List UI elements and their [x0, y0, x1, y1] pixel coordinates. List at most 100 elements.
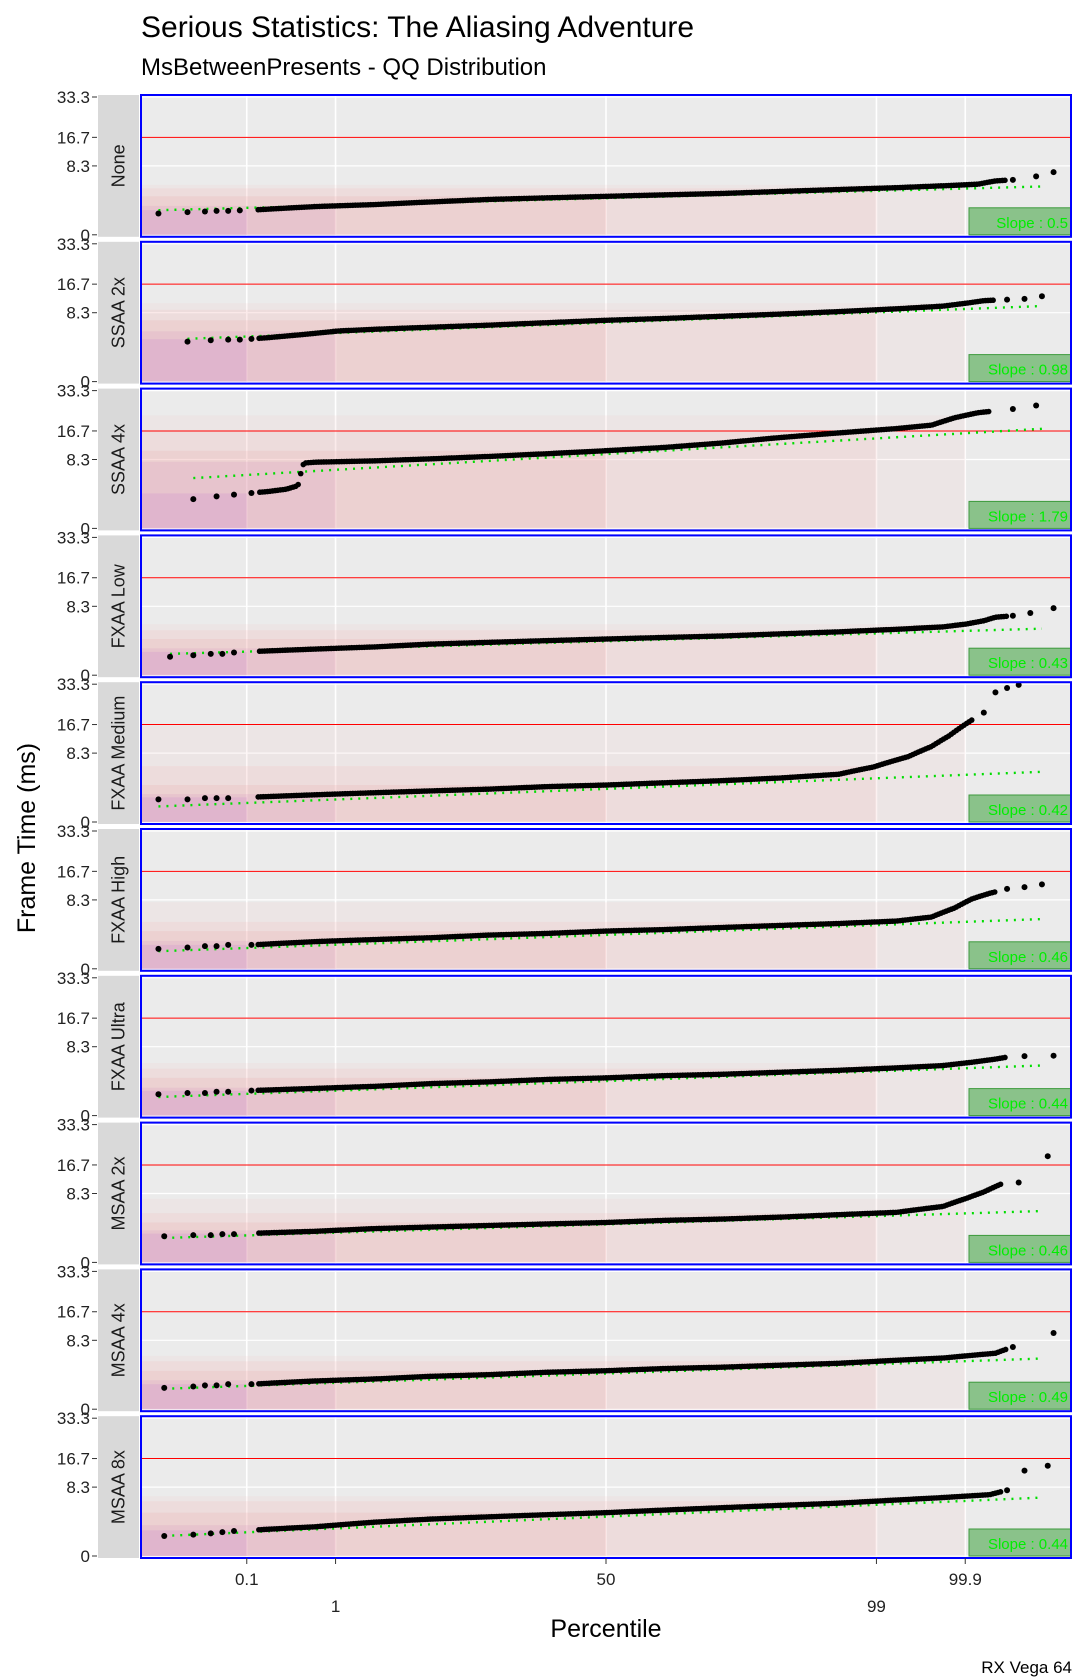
qq-point: [1002, 1346, 1009, 1353]
qq-point: [213, 493, 220, 500]
qq-point: [225, 1088, 232, 1095]
facet-panel: Slope : 0.49 MSAA 4x 0 8.3 16.7 33.3: [57, 1262, 1072, 1419]
y-tick-label: 0: [81, 960, 90, 979]
panel-border: [140, 681, 1072, 826]
panel-border: [140, 94, 1072, 238]
y-tick-label: 16.7: [57, 1450, 90, 1469]
x-tick-label: 0.1: [235, 1570, 259, 1589]
facet-panels: Slope : 0.5 None 0 8.3 16.7 33.3 Slope : 0.98 S…: [57, 88, 1072, 1566]
qq-point: [190, 1383, 197, 1390]
facet-strip: [98, 388, 139, 531]
qq-point: [248, 1087, 255, 1094]
panel-border: [140, 240, 1072, 385]
facet-label: FXAA High: [109, 856, 129, 944]
percentile-band: [141, 1230, 336, 1263]
y-tick-label: 16.7: [57, 1009, 90, 1028]
qq-point: [1004, 1487, 1011, 1494]
qq-point: [225, 207, 232, 214]
qq-point: [1033, 402, 1040, 409]
slope-label: Slope : 0.44: [988, 1536, 1068, 1553]
facet-label: MSAA 8x: [109, 1450, 129, 1524]
qq-point: [1027, 609, 1034, 616]
qq-point: [248, 335, 255, 342]
y-tick-label: 8.3: [66, 157, 90, 176]
qq-point: [213, 943, 220, 950]
slope-label-box: [968, 207, 1072, 236]
qq-point: [1038, 293, 1045, 300]
y-tick-label: 33.3: [57, 969, 90, 988]
facet-panel: Slope : 1.79 SSAA 4x 0 8.3 16.7 33.3: [57, 382, 1072, 538]
qq-point: [1033, 173, 1040, 180]
qq-point: [231, 1231, 237, 1238]
chart-title: Serious Statistics: The Aliasing Adventu…: [141, 11, 694, 44]
qq-point: [1021, 1467, 1028, 1474]
facet-strip: [98, 1269, 139, 1412]
facet-label: FXAA Low: [109, 563, 129, 648]
percentile-band: [141, 303, 966, 382]
qq-point: [213, 795, 220, 802]
qq-point: [297, 470, 304, 477]
y-tick-label: 33.3: [57, 528, 90, 547]
slope-label: Slope : 0.46: [988, 949, 1068, 966]
qq-point: [1009, 1343, 1016, 1350]
qq-point: [295, 481, 301, 488]
slope-label: Slope : 0.98: [988, 362, 1068, 379]
y-tick-label: 33.3: [57, 88, 90, 107]
y-axis-title: Frame Time (ms): [13, 743, 41, 933]
qq-point: [190, 652, 197, 659]
y-tick-label: 8.3: [66, 1331, 90, 1350]
qq-point: [231, 649, 237, 656]
qq-line: [187, 304, 1042, 340]
facet-panel: Slope : 0.46 FXAA High 0 8.3 16.7 33.3: [57, 822, 1072, 979]
qq-point: [207, 650, 214, 657]
panel-border: [140, 1121, 1072, 1266]
qq-point: [155, 210, 162, 217]
qq-point: [225, 336, 232, 343]
y-tick-label: 16.7: [57, 716, 90, 735]
percentile-band: [141, 1213, 877, 1263]
facet-label: None: [109, 144, 129, 187]
y-tick-label: 16.7: [57, 275, 90, 294]
qq-point: [207, 1232, 214, 1239]
qq-point: [997, 1181, 1004, 1188]
slope-label-box: [968, 500, 1072, 529]
qq-point: [1009, 406, 1016, 413]
y-tick-label: 8.3: [66, 451, 90, 470]
panel-border: [140, 387, 1072, 532]
qq-point: [161, 1233, 168, 1240]
y-tick-label: 16.7: [57, 422, 90, 441]
qq-point: [201, 943, 208, 950]
qq-point: [213, 1382, 220, 1389]
qq-point: [1038, 881, 1045, 888]
qq-point: [184, 1089, 191, 1096]
slope-label: Slope : 0.44: [988, 1096, 1068, 1113]
facet-label: MSAA 2x: [109, 1156, 129, 1230]
y-tick-label: 8.3: [66, 1038, 90, 1057]
qq-point: [155, 945, 162, 952]
qq-point: [207, 1530, 214, 1537]
qq-points: [161, 1462, 1051, 1540]
y-tick-label: 8.3: [66, 1478, 90, 1497]
qq-point: [248, 941, 255, 948]
facet-panel: Slope : 0.44 MSAA 8x 0 8.3 16.7 33.3: [57, 1409, 1072, 1566]
facet-panel: Slope : 0.42 FXAA Medium 0 8.3 16.7 33.3: [57, 675, 1072, 832]
facet-strip: [98, 95, 139, 237]
qq-point: [190, 1531, 197, 1538]
panel-border: [140, 534, 1072, 679]
y-tick-label: 33.3: [57, 1262, 90, 1281]
qq-point: [190, 1232, 197, 1239]
y-tick-label: 0: [81, 813, 90, 832]
percentile-band: [141, 450, 606, 529]
qq-point: [201, 1382, 208, 1389]
facet-label: FXAA Ultra: [109, 1001, 129, 1091]
qq-point: [1004, 885, 1011, 892]
y-tick-label: 33.3: [57, 235, 90, 254]
qq-point: [219, 1529, 226, 1536]
qq-point: [207, 337, 214, 344]
qq-point: [155, 1091, 162, 1098]
qq-point: [225, 1381, 232, 1388]
qq-points: [155, 169, 1057, 217]
slope-label: Slope : 0.5: [996, 215, 1068, 232]
y-tick-label: 0: [81, 1107, 90, 1126]
x-axis: 0.1 1 50 99 99.9: [235, 1558, 982, 1616]
